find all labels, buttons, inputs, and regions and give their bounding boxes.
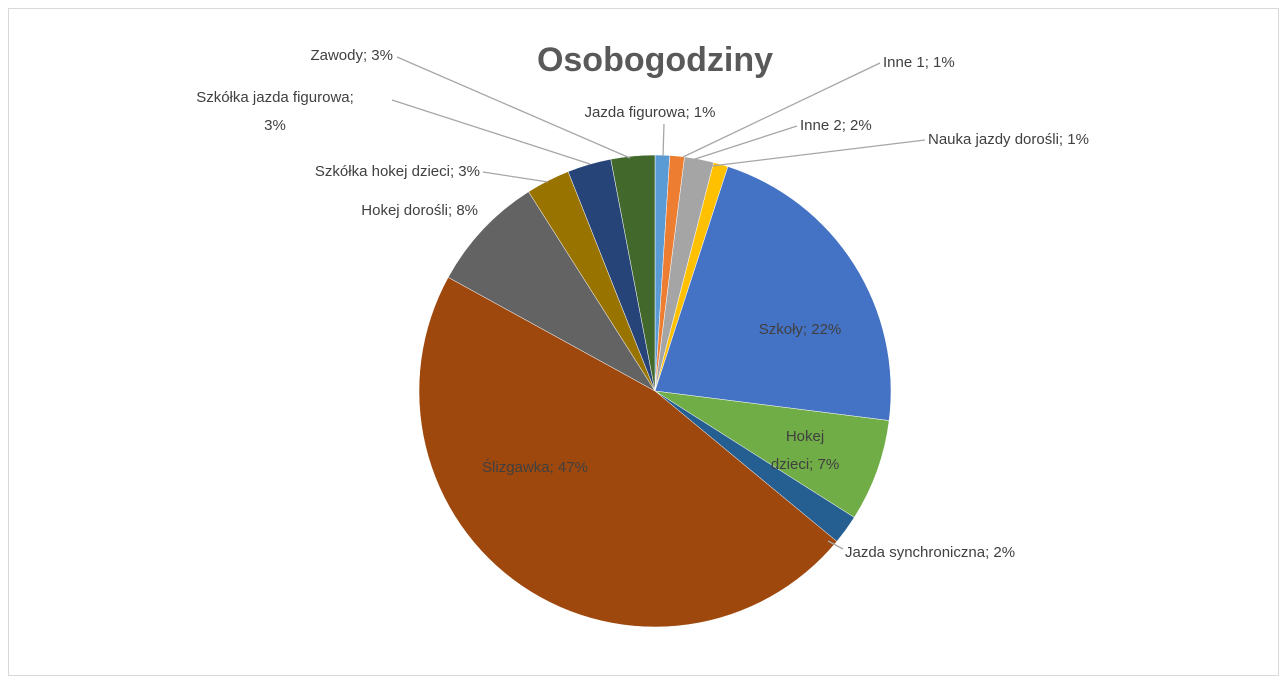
slices: [418, 154, 892, 628]
pie-slice: [447, 191, 656, 392]
chart-title: Osobogodziny: [537, 41, 773, 79]
data-label: Hokej dorośli; 8%: [361, 202, 478, 219]
leader-line: [691, 125, 798, 161]
pie-slice: [654, 390, 890, 518]
data-label: Ślizgawka; 47%: [482, 458, 588, 476]
data-label: Jazda synchroniczna; 2%: [845, 544, 1015, 561]
labels: Jazda figurowa; 1% Inne 1; 1% Inne 2; 2% Na…: [196, 47, 1089, 561]
data-label: Szkółka jazda figurowa; 3%: [196, 89, 354, 134]
pie-slice: [418, 276, 838, 628]
data-label: Inne 2; 2%: [800, 117, 872, 134]
leader-line: [827, 540, 844, 550]
leader-line: [391, 99, 591, 165]
data-label: Inne 1; 1%: [883, 54, 955, 71]
data-label: Jazda figurowa; 1%: [585, 104, 716, 121]
leader-line: [662, 123, 665, 157]
data-label: Nauka jazdy dorośli; 1%: [928, 131, 1089, 148]
leader-line: [711, 139, 926, 167]
pie-slice: [610, 154, 656, 392]
leader-line: [682, 62, 881, 158]
pie-slice: [654, 166, 892, 421]
data-label: Szkoły; 22%: [759, 321, 842, 338]
data-label: Zawody; 3%: [310, 47, 393, 64]
data-label: Szkółka hokej dzieci; 3%: [315, 163, 480, 180]
leader-line: [396, 56, 631, 159]
data-label: Hokej dzieci; 7%: [771, 428, 839, 473]
leader-line: [482, 171, 549, 183]
